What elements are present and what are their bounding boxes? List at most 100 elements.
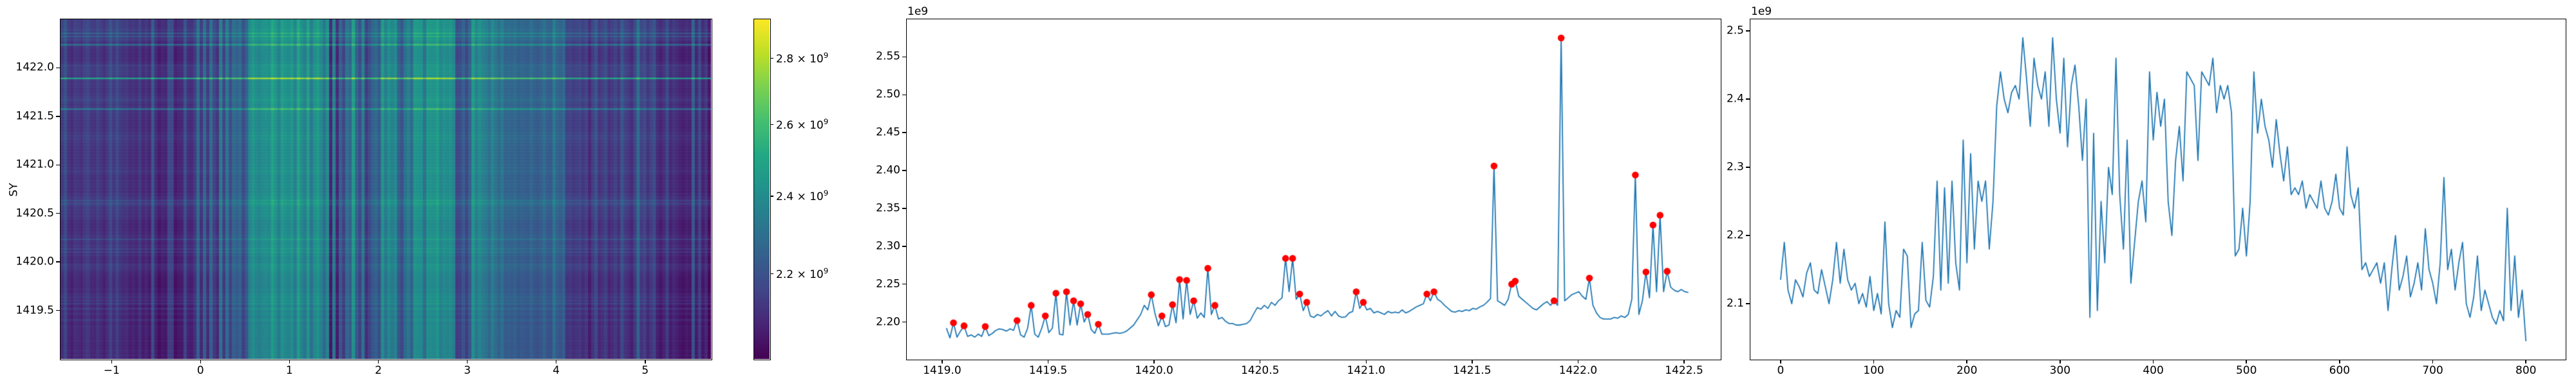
y-tick-label: 1421.0 bbox=[15, 158, 54, 171]
colorbar-tick-label: 2.8 × 109 bbox=[776, 50, 829, 66]
y-tick-mark bbox=[55, 261, 60, 262]
colorbar-tick-mark bbox=[770, 273, 773, 275]
spectrum-panel: 1e9 1419.0 1419.5 1420.0 1420.5 1421.0 1421.5… bbox=[876, 6, 1721, 376]
y-tick-label: 2.50 bbox=[876, 87, 900, 101]
x-tick-label: 700 bbox=[2422, 364, 2443, 377]
y-tick-mark bbox=[55, 212, 60, 214]
y-tick-label: 2.1 bbox=[1726, 297, 1744, 310]
x-tick-label: 1420.5 bbox=[1240, 364, 1280, 377]
y-tick-label: 1420.5 bbox=[15, 207, 54, 220]
x-tick-label: −1 bbox=[103, 364, 120, 377]
x-tick-mark bbox=[289, 360, 290, 363]
y-tick-label: 2.2 bbox=[1726, 228, 1744, 242]
x-tick-label: 500 bbox=[2235, 364, 2257, 377]
x-tick-mark bbox=[2339, 360, 2340, 363]
x-tick-label: 800 bbox=[2515, 364, 2537, 377]
y-tick-mark bbox=[55, 67, 60, 69]
y-tick-label: 2.30 bbox=[876, 239, 900, 253]
y-tick-mark bbox=[902, 56, 906, 58]
colorbar: 2.8 × 109 2.6 × 109 2.4 × 109 2.2 × 109 bbox=[753, 19, 828, 360]
y-tick-mark bbox=[902, 170, 906, 171]
y-tick-label: 1420.0 bbox=[15, 255, 54, 268]
y-tick-label: 2.55 bbox=[876, 50, 900, 63]
y-tick-label: 1421.5 bbox=[15, 109, 54, 123]
colorbar-tick-mark bbox=[770, 57, 773, 59]
x-tick-label: 1421.0 bbox=[1347, 364, 1386, 377]
x-tick-label: 1420.0 bbox=[1135, 364, 1173, 377]
colorbar-tick-mark bbox=[770, 124, 773, 125]
x-tick-mark bbox=[942, 360, 943, 363]
y-tick-mark bbox=[1745, 98, 1750, 100]
colorbar-tick-mark bbox=[770, 196, 773, 197]
x-tick-mark bbox=[1966, 360, 1967, 363]
colorbar-tick-label: 2.6 × 109 bbox=[776, 116, 829, 132]
y-tick-mark bbox=[902, 246, 906, 247]
timeseries-line-chart bbox=[1750, 19, 2565, 359]
x-tick-label: 1 bbox=[286, 364, 293, 377]
x-tick-label: 0 bbox=[196, 364, 204, 377]
x-tick-mark bbox=[1577, 360, 1579, 363]
y-tick-label: 2.25 bbox=[876, 277, 900, 291]
x-tick-label: 5 bbox=[641, 364, 649, 377]
heatmap-image bbox=[61, 19, 711, 359]
x-tick-mark bbox=[2246, 360, 2247, 363]
x-tick-label: 100 bbox=[1863, 364, 1884, 377]
y-tick-mark bbox=[902, 208, 906, 209]
colorbar-tick-exponent: 9 bbox=[823, 188, 829, 198]
y-tick-label: 2.20 bbox=[876, 315, 900, 329]
x-tick-mark bbox=[2525, 360, 2526, 363]
colorbar-tick-exponent: 9 bbox=[823, 50, 829, 60]
x-tick-mark bbox=[1365, 360, 1367, 363]
y-tick-label: 2.45 bbox=[876, 125, 900, 139]
x-tick-mark bbox=[1259, 360, 1261, 363]
y-tick-label: 2.4 bbox=[1726, 92, 1744, 106]
x-tick-mark bbox=[2432, 360, 2434, 363]
x-tick-mark bbox=[2060, 360, 2061, 363]
x-tick-mark bbox=[1153, 360, 1155, 363]
heatmap-panel: SY −1 0 1 2 3 4 5 1422.0 1421.5 1421.0 1420.5 1420.… bbox=[8, 19, 712, 376]
y-tick-mark bbox=[1745, 235, 1750, 236]
x-tick-label: 200 bbox=[1956, 364, 1978, 377]
colorbar-tick-exponent: 9 bbox=[823, 266, 829, 275]
y-tick-mark bbox=[902, 94, 906, 96]
timeseries-axis-offset-label: 1e9 bbox=[1751, 5, 1772, 18]
x-tick-label: 300 bbox=[2049, 364, 2071, 377]
x-tick-label: 1422.0 bbox=[1558, 364, 1598, 377]
x-tick-label: 1419.5 bbox=[1028, 364, 1068, 377]
y-tick-label: 1422.0 bbox=[15, 60, 54, 74]
x-tick-mark bbox=[1047, 360, 1049, 363]
spectrum-axis-offset-label: 1e9 bbox=[907, 5, 929, 18]
heatmap-ylabel: SY bbox=[7, 182, 21, 197]
y-tick-mark bbox=[902, 132, 906, 133]
y-tick-label: 2.40 bbox=[876, 163, 900, 177]
colorbar-tick-exponent: 9 bbox=[823, 116, 829, 126]
x-tick-mark bbox=[2152, 360, 2154, 363]
y-tick-mark bbox=[55, 116, 60, 117]
y-tick-label: 2.3 bbox=[1726, 160, 1744, 174]
x-tick-label: 600 bbox=[2329, 364, 2351, 377]
spectrum-line-chart bbox=[907, 19, 1720, 359]
y-tick-mark bbox=[902, 283, 906, 285]
y-tick-label: 2.5 bbox=[1726, 24, 1744, 37]
y-tick-mark bbox=[55, 164, 60, 166]
x-tick-mark bbox=[645, 360, 646, 363]
x-tick-label: 2 bbox=[375, 364, 382, 377]
y-tick-mark bbox=[55, 309, 60, 311]
x-tick-mark bbox=[200, 360, 202, 363]
colorbar-gradient bbox=[754, 19, 770, 359]
x-tick-mark bbox=[555, 360, 557, 363]
y-tick-mark bbox=[902, 321, 906, 323]
x-tick-label: 1421.5 bbox=[1453, 364, 1492, 377]
x-tick-label: 1419.0 bbox=[923, 364, 961, 377]
x-tick-mark bbox=[1780, 360, 1781, 363]
x-tick-label: 0 bbox=[1777, 364, 1785, 377]
y-tick-mark bbox=[1745, 167, 1750, 168]
x-tick-mark bbox=[377, 360, 379, 363]
y-tick-label: 1419.5 bbox=[15, 304, 54, 317]
x-tick-mark bbox=[1683, 360, 1685, 363]
y-tick-mark bbox=[1745, 30, 1750, 32]
x-tick-label: 4 bbox=[553, 364, 560, 377]
x-tick-label: 1422.5 bbox=[1665, 364, 1703, 377]
x-tick-mark bbox=[466, 360, 468, 363]
